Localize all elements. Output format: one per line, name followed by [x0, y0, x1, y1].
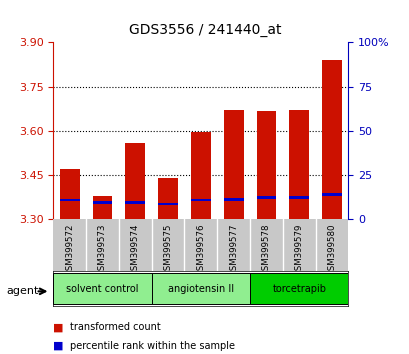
Text: GDS3556 / 241440_at: GDS3556 / 241440_at [128, 23, 281, 37]
Bar [223, 198, 243, 201]
Bar [60, 199, 79, 201]
Text: GSM399573: GSM399573 [98, 224, 107, 276]
Text: transformed count: transformed count [70, 322, 160, 332]
FancyBboxPatch shape [151, 273, 249, 304]
Text: angiotensin II: angiotensin II [167, 284, 234, 293]
Bar [92, 196, 112, 219]
Text: GSM399579: GSM399579 [294, 224, 303, 276]
Bar [289, 196, 308, 199]
Text: GSM399574: GSM399574 [130, 224, 139, 276]
Text: ■: ■ [53, 341, 64, 351]
Text: ■: ■ [53, 322, 64, 332]
Bar [158, 203, 178, 205]
Text: solvent control: solvent control [66, 284, 138, 293]
Bar [191, 199, 210, 201]
Bar [289, 110, 308, 219]
Text: torcetrapib: torcetrapib [272, 284, 326, 293]
Bar [158, 178, 178, 219]
FancyBboxPatch shape [53, 273, 151, 304]
Text: GSM399575: GSM399575 [163, 224, 172, 276]
Bar [191, 132, 210, 219]
Bar [125, 143, 145, 219]
Bar [256, 111, 276, 219]
Text: GSM399578: GSM399578 [261, 224, 270, 276]
Bar [256, 196, 276, 199]
Text: agent: agent [6, 286, 38, 296]
Bar [321, 60, 341, 219]
Bar [223, 110, 243, 219]
Bar [321, 193, 341, 195]
Text: GSM399580: GSM399580 [327, 224, 336, 276]
Text: GSM399577: GSM399577 [229, 224, 238, 276]
Bar [92, 201, 112, 204]
Text: GSM399576: GSM399576 [196, 224, 205, 276]
Text: GSM399572: GSM399572 [65, 224, 74, 276]
Text: percentile rank within the sample: percentile rank within the sample [70, 341, 234, 351]
Bar [125, 201, 145, 204]
Bar [60, 169, 79, 219]
FancyBboxPatch shape [249, 273, 348, 304]
